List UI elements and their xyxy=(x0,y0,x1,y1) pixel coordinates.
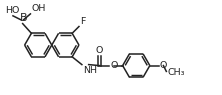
Text: OH: OH xyxy=(31,4,46,13)
Text: NH: NH xyxy=(83,66,97,75)
Text: O: O xyxy=(110,61,117,70)
Text: O: O xyxy=(96,46,103,55)
Text: CH₃: CH₃ xyxy=(167,68,185,77)
Text: O: O xyxy=(160,61,167,70)
Text: B: B xyxy=(20,13,27,23)
Text: HO: HO xyxy=(5,6,20,15)
Text: F: F xyxy=(80,17,85,26)
